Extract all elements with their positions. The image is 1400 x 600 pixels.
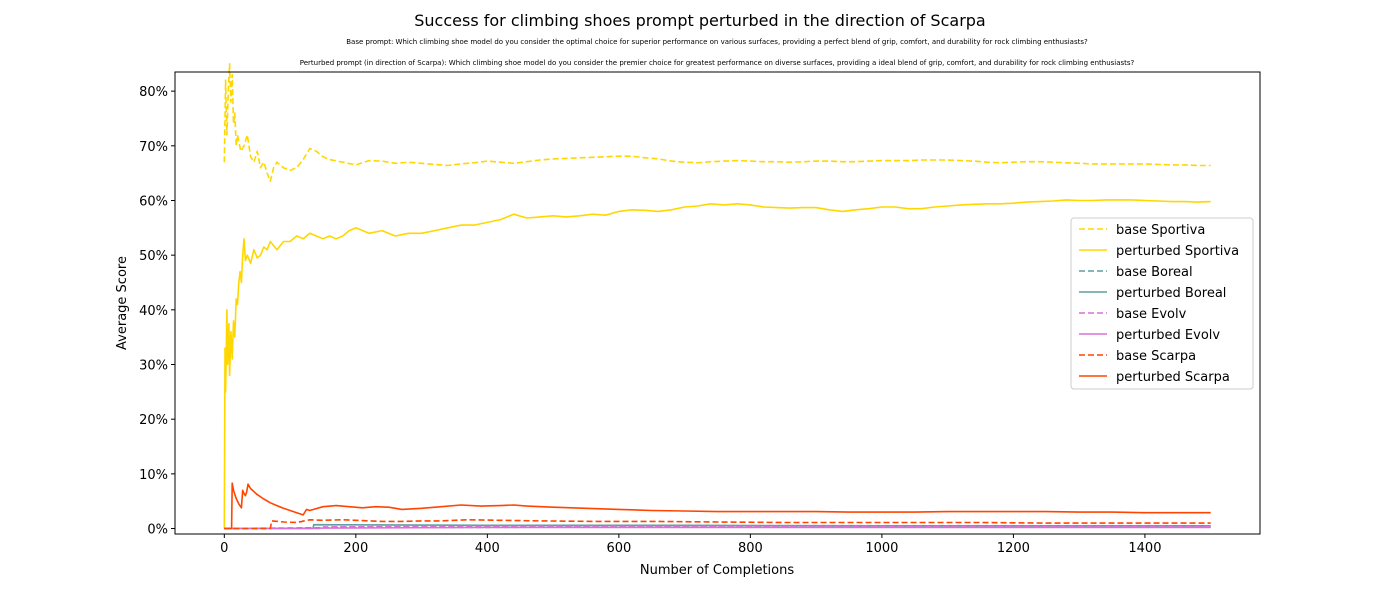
legend-label: perturbed Boreal [1116,286,1226,301]
series-line-0 [223,63,1211,183]
legend-label: perturbed Sportiva [1116,244,1239,259]
legend: base Sportiva perturbed Sportiva base Bore… [1070,217,1254,390]
x-tick-label: 0 [220,541,228,556]
y-tick-label: 20% [139,413,168,428]
legend-label: perturbed Scarpa [1116,370,1230,385]
x-tick-label: 200 [343,541,368,556]
x-axis-label: Number of Completions [640,563,794,578]
series-line-1 [223,199,1211,529]
base-prompt-subtitle: Base prompt: Which climbing shoe model d… [346,38,1088,46]
chart-title: Success for climbing shoes prompt pertur… [414,11,985,30]
series-layer [223,63,1211,530]
y-axis-label: Average Score [115,256,130,350]
y-tick-label: 10% [139,468,168,483]
x-tick-label: 800 [738,541,763,556]
legend-label: base Sportiva [1116,223,1205,238]
y-tick-label: 40% [139,304,168,319]
legend-label: base Boreal [1116,265,1193,280]
legend-box [1070,217,1254,390]
y-axis: 0% 10% 20% 30% 40% 50% 60% 70% 80% [139,85,175,538]
series-line-7 [224,482,1211,530]
y-tick-label: 30% [139,359,168,374]
series-line-6 [224,519,1211,530]
x-tick-label: 600 [606,541,631,556]
x-axis: 0 200 400 600 800 1000 1200 1400 [220,534,1161,556]
y-tick-label: 80% [139,85,168,100]
y-tick-label: 70% [139,140,168,155]
legend-label: base Scarpa [1116,349,1196,364]
y-tick-label: 60% [139,194,168,209]
perturbed-prompt-subtitle: Perturbed prompt (in direction of Scarpa… [300,59,1135,67]
x-tick-label: 400 [475,541,500,556]
x-tick-label: 1200 [997,541,1030,556]
y-tick-label: 0% [147,523,168,538]
x-tick-label: 1400 [1128,541,1161,556]
series-line-5 [224,526,1211,530]
plot-frame [174,71,1261,535]
y-tick-label: 50% [139,249,168,264]
legend-label: base Evolv [1116,307,1187,322]
series-line-4 [224,525,1211,530]
legend-label: perturbed Evolv [1116,328,1220,343]
x-tick-label: 1000 [865,541,898,556]
